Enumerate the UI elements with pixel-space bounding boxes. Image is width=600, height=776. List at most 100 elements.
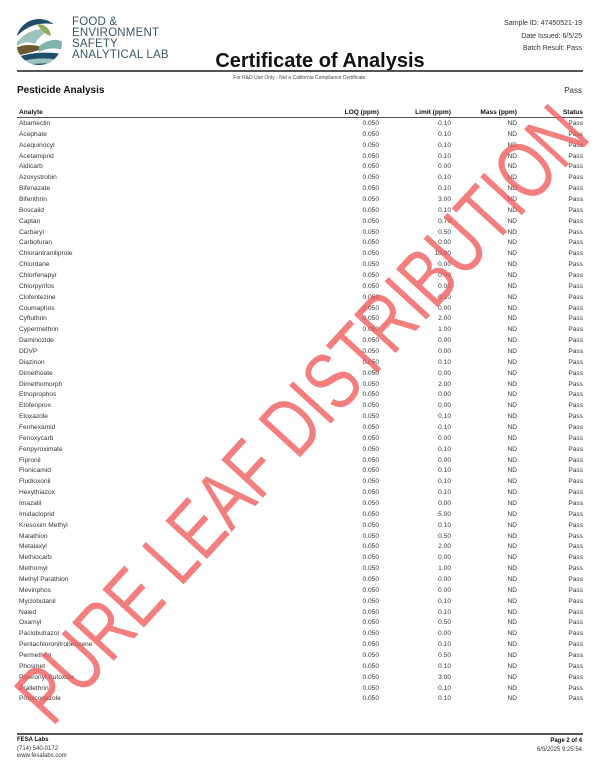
table-row: Oxamyl 0.050 0.50 ND Pass (17, 618, 583, 629)
table-row: Acetamiprid 0.050 0.10 ND Pass (17, 151, 583, 162)
mass-value: ND (507, 510, 517, 518)
loq-value: 0.050 (362, 478, 379, 486)
analyte-name: Metalaxyl (19, 543, 47, 551)
limit-value: 0.10 (438, 467, 451, 475)
status-value: Pass (568, 565, 583, 573)
analyte-name: Bifenazate (19, 185, 51, 193)
loq-value: 0.050 (362, 141, 379, 149)
loq-value: 0.050 (362, 467, 379, 475)
mass-value: ND (507, 293, 517, 301)
limit-value: 0.00 (438, 304, 451, 312)
limit-value: 0.00 (438, 369, 451, 377)
table-row: Carbofuran 0.050 0.00 ND Pass (17, 237, 583, 248)
analyte-name: Myclobutanil (19, 597, 56, 605)
limit-value: 0.10 (438, 597, 451, 605)
analyte-name: Fenhexamid (19, 423, 56, 431)
table-row: Kresoxim Methyl 0.050 0.10 ND Pass (17, 520, 583, 531)
loq-value: 0.050 (362, 358, 379, 366)
analyte-name: Aldicarb (19, 163, 43, 171)
mass-value: ND (507, 337, 517, 345)
analyte-name: Phosmet (19, 662, 46, 670)
loq-value: 0.050 (362, 282, 379, 290)
status-value: Pass (568, 195, 583, 203)
mass-value: ND (507, 358, 517, 366)
limit-value: 0.10 (438, 293, 451, 301)
table-header-row: Analyte LOQ (ppm) Limit (ppm) Mass (ppm)… (17, 108, 583, 118)
analyte-name: Methiocarb (19, 554, 52, 562)
status-value: Pass (568, 391, 583, 399)
analyte-name: Chlorfenapyr (19, 271, 57, 279)
limit-value: 0.00 (438, 337, 451, 345)
table-row: Daminozide 0.050 0.00 ND Pass (17, 335, 583, 346)
loq-value: 0.050 (362, 293, 379, 301)
limit-value: 0.10 (438, 695, 451, 703)
loq-value: 0.050 (362, 608, 379, 616)
status-value: Pass (568, 619, 583, 627)
status-value: Pass (568, 119, 583, 127)
table-row: Fenoxycarb 0.050 0.00 ND Pass (17, 433, 583, 444)
loq-value: 0.050 (362, 500, 379, 507)
mass-value: ND (507, 347, 517, 355)
mass-value: ND (507, 413, 517, 421)
mass-value: ND (507, 662, 517, 670)
print-timestamp: 6/5/2025 9:25:54 (536, 747, 582, 753)
loq-value: 0.050 (362, 662, 379, 670)
analyte-name: Daminozide (19, 337, 54, 345)
mass-value: ND (507, 608, 517, 616)
loq-value: 0.050 (362, 445, 379, 453)
loq-value: 0.050 (362, 304, 379, 312)
table-row: Chlorpyrifos 0.050 0.00 ND Pass (17, 281, 583, 292)
footer-page-info: Page 2 of 4 6/5/2025 9:25:54 (537, 737, 582, 755)
status-value: Pass (568, 445, 583, 453)
status-value: Pass (568, 608, 583, 616)
status-value: Pass (568, 543, 583, 551)
mass-value: ND (507, 597, 517, 605)
status-value: Pass (568, 423, 583, 431)
limit-value: 0.00 (438, 434, 451, 442)
table-row: Etofenprox 0.050 0.00 ND Pass (17, 400, 583, 411)
fesa-logo (16, 19, 62, 65)
analyte-name: Kresoxim Methyl (19, 521, 68, 529)
table-row: Fenhexamid 0.050 0.10 ND Pass (17, 422, 583, 433)
mass-value: ND (507, 489, 517, 497)
limit-value: 0.50 (438, 652, 451, 660)
mass-value: ND (507, 315, 517, 323)
status-value: Pass (568, 510, 583, 518)
lab-name-line: ENVIRONMENT (72, 27, 160, 39)
mass-value: ND (507, 369, 517, 377)
limit-value: 0.10 (438, 413, 451, 421)
status-value: Pass (568, 315, 583, 323)
loq-value: 0.050 (362, 630, 379, 638)
status-value: Pass (568, 500, 583, 507)
analyte-name: Carbaryl (19, 228, 44, 236)
loq-value: 0.050 (362, 380, 379, 388)
table-row: Dimethomorph 0.050 2.00 ND Pass (17, 379, 583, 390)
table-row: Cypermethrin 0.050 1.00 ND Pass (17, 324, 583, 335)
limit-value: 2.00 (438, 315, 451, 323)
mass-value: ND (507, 391, 517, 399)
mass-value: ND (507, 152, 517, 160)
analyte-name: Chlordane (19, 261, 50, 269)
limit-value: 0.00 (438, 586, 451, 594)
table-row: Clofentezine 0.050 0.10 ND Pass (17, 292, 583, 303)
status-value: Pass (568, 576, 583, 584)
footer-phone: (714) 540-0172 (17, 746, 59, 752)
status-value: Pass (568, 586, 583, 594)
table-row: Metalaxyl 0.050 2.00 ND Pass (17, 542, 583, 553)
table-row: Ethoprophos 0.050 0.00 ND Pass (17, 389, 583, 400)
table-row: Piperonyl Butoxide 0.050 3.00 ND Pass (17, 672, 583, 683)
analyte-name: Imazalil (19, 500, 42, 507)
analyte-name: Etoxazole (19, 413, 48, 421)
status-value: Pass (568, 532, 583, 540)
table-row: Hexythiazox 0.050 0.10 ND Pass (17, 487, 583, 498)
limit-value: 10.00 (434, 250, 451, 258)
table-row: Carbaryl 0.050 0.50 ND Pass (17, 227, 583, 238)
limit-value: 0.10 (438, 185, 451, 193)
limit-value: 0.50 (438, 532, 451, 540)
status-value: Pass (568, 434, 583, 442)
analyte-name: Fipronil (19, 456, 41, 464)
status-value: Pass (568, 358, 583, 366)
table-row: Propiconazole 0.050 0.10 ND Pass (17, 694, 583, 705)
limit-value: 0.10 (438, 206, 451, 214)
status-value: Pass (568, 521, 583, 529)
